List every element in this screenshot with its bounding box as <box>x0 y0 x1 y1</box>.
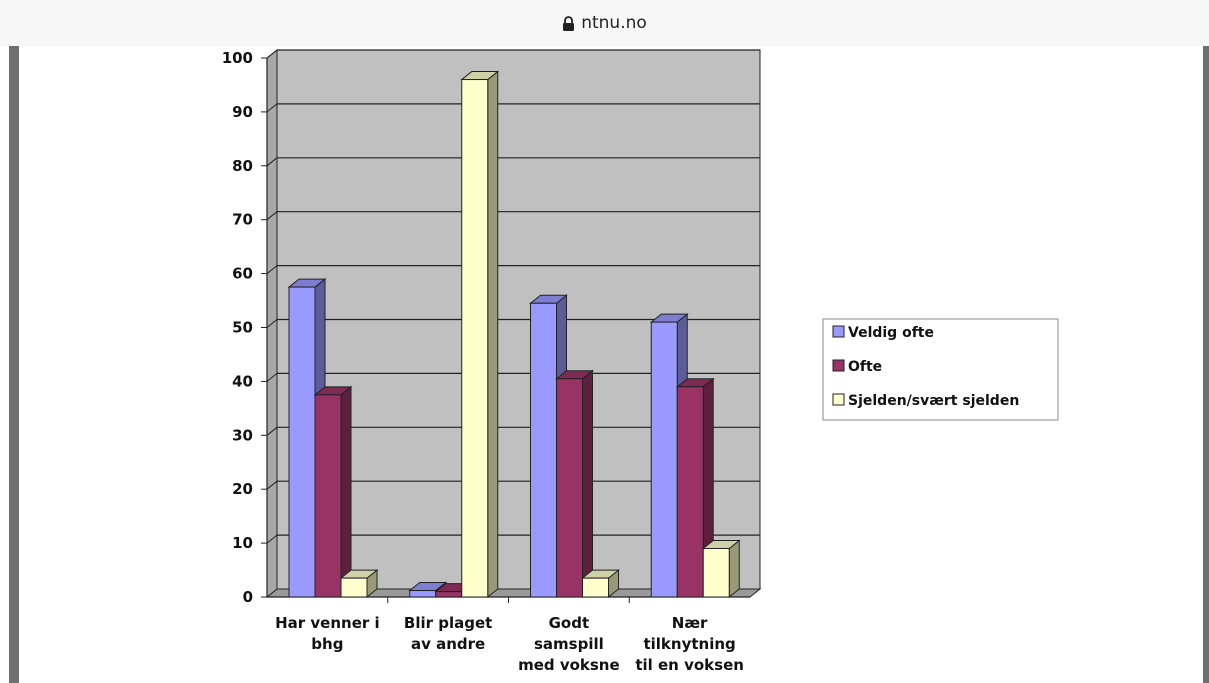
legend-item: Sjelden/svært sjelden <box>848 393 1019 409</box>
x-category-label: samspill <box>534 635 604 653</box>
y-tick-label: 50 <box>232 319 253 337</box>
legend-swatch <box>832 393 845 406</box>
x-category-label: Har venner i <box>275 614 380 632</box>
bar <box>582 577 609 598</box>
bar <box>556 378 583 598</box>
gridline-side <box>266 49 278 59</box>
x-category-label: bhg <box>311 635 343 653</box>
bar <box>288 286 316 598</box>
x-category-label: Godt <box>549 614 590 632</box>
x-category-label: tilknytning <box>643 635 735 653</box>
legend-item: Veldig ofte <box>848 325 934 341</box>
y-tick-label: 70 <box>232 211 253 229</box>
y-tick-label: 30 <box>232 426 253 444</box>
bar-side <box>487 70 499 599</box>
x-category-label: av andre <box>411 635 485 653</box>
bar <box>676 386 704 598</box>
x-category-label: til en voksen <box>635 656 744 674</box>
y-tick-label: 100 <box>222 49 253 67</box>
gridline-side <box>266 426 278 436</box>
x-category-label: med voksne <box>518 656 620 674</box>
gridline-side <box>266 157 278 167</box>
gridline-side <box>266 319 278 328</box>
legend <box>822 318 1059 421</box>
gridline-side <box>266 103 278 113</box>
bar-side <box>728 539 740 599</box>
lock-icon <box>563 15 575 31</box>
gridline-side <box>266 373 278 382</box>
y-tick-label: 60 <box>232 265 253 283</box>
bar <box>435 591 463 598</box>
y-tick-label: 0 <box>243 588 253 606</box>
y-tick-label: 90 <box>232 103 253 121</box>
x-category-label: Blir plaget <box>404 614 492 632</box>
bar <box>340 577 368 598</box>
url-display[interactable]: ntnu.no <box>0 0 1209 46</box>
gridline-side <box>266 480 278 490</box>
bar-side <box>340 385 352 599</box>
legend-item: Ofte <box>848 359 882 375</box>
legend-swatch <box>832 325 845 338</box>
x-category-label: Nær <box>672 614 708 632</box>
y-tick-label: 20 <box>232 480 253 498</box>
right-frame-border <box>1203 46 1209 683</box>
bar <box>702 547 730 598</box>
bar <box>314 394 342 598</box>
y-tick-label: 10 <box>232 534 253 552</box>
bar-side <box>582 369 593 599</box>
gridline-side <box>266 211 278 221</box>
bar <box>530 302 557 598</box>
bar <box>650 321 678 598</box>
y-tick-label: 40 <box>232 372 253 390</box>
legend-swatch <box>832 359 845 372</box>
gridline-side <box>266 265 278 274</box>
left-frame-border <box>9 46 19 683</box>
browser-address-bar <box>0 0 1209 46</box>
gridline-side <box>266 534 278 544</box>
bar <box>461 79 489 598</box>
bar <box>409 590 437 598</box>
url-text: ntnu.no <box>581 13 647 33</box>
y-tick-label: 80 <box>232 157 253 175</box>
